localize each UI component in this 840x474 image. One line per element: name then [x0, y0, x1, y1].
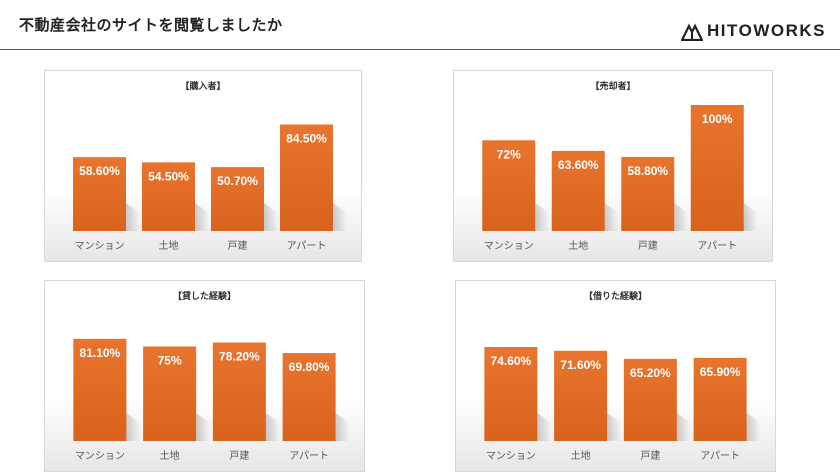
data-label: 100%	[702, 112, 733, 126]
bar-shadow	[537, 413, 552, 441]
logo: HITOWORKS	[681, 20, 826, 42]
bar	[143, 346, 197, 441]
bar-chart-svg: 【売却者】 72% マンション 63.60% 土地 58.80% 戸建 100% アパート	[482, 80, 758, 252]
bar-shadow	[743, 203, 758, 231]
category-label: 土地	[159, 239, 179, 252]
data-label: 58.60%	[79, 164, 120, 178]
chart-title: 【購入者】	[180, 80, 225, 92]
bar-shadow	[604, 203, 619, 231]
category-label: 戸建	[229, 449, 249, 462]
data-label: 50.70%	[217, 174, 258, 188]
bar-shadow	[264, 203, 278, 231]
bar-shadow	[333, 203, 347, 231]
category-label: マンション	[486, 451, 536, 462]
bar-shadow	[676, 413, 691, 441]
category-label: マンション	[484, 241, 534, 252]
category-label: 戸建	[640, 449, 660, 462]
data-label: 71.60%	[560, 358, 601, 372]
category-label: アパート	[289, 450, 329, 462]
chart-panel-lent: 【貸した経験】 81.10% マンション 75% 土地 78.20% 戸建 69.80% アパー…	[44, 280, 365, 472]
data-label: 63.60%	[558, 158, 599, 172]
header-divider	[0, 49, 840, 50]
logo-text: HITOWORKS	[707, 21, 826, 40]
bar-shadow	[746, 413, 761, 441]
category-label: マンション	[75, 451, 125, 462]
bar-shadow	[126, 203, 140, 231]
bar	[211, 167, 264, 231]
bar	[282, 353, 336, 441]
chart-panel-rented: 【借りた経験】 74.60% マンション 71.60% 土地 65.20% 戸建 65.90%…	[455, 280, 776, 472]
bar-chart-svg: 【貸した経験】 81.10% マンション 75% 土地 78.20% 戸建 69.80% アパー…	[73, 290, 350, 462]
bar	[690, 105, 744, 231]
page-title: 不動産会社のサイトを閲覧しましたか	[19, 16, 283, 34]
mountain-logo-icon	[681, 23, 704, 41]
category-label: アパート	[697, 240, 737, 252]
data-label: 78.20%	[219, 349, 260, 363]
bar	[551, 150, 605, 231]
category-label: 土地	[160, 449, 180, 462]
bar-shadow	[265, 413, 280, 441]
bar-chart-svg: 【借りた経験】 74.60% マンション 71.60% 土地 65.20% 戸建 65.90%…	[484, 290, 761, 462]
bar	[73, 338, 127, 441]
data-label: 54.50%	[148, 169, 189, 183]
category-label: 土地	[571, 449, 591, 462]
data-label: 69.80%	[289, 360, 330, 374]
chart-title: 【借りた経験】	[584, 290, 647, 302]
data-label: 74.60%	[491, 354, 532, 368]
category-label: 戸建	[638, 239, 658, 252]
data-label: 75%	[158, 354, 182, 368]
bar	[484, 347, 538, 441]
category-label: アパート	[700, 450, 740, 462]
category-label: アパート	[287, 240, 327, 252]
bar	[212, 342, 266, 441]
bar-chart-svg: 【購入者】 58.60% マンション 54.50% 土地 50.70% 戸建 84.50% アパ…	[73, 80, 347, 252]
bar-shadow	[195, 203, 209, 231]
category-label: マンション	[75, 241, 125, 252]
bar-shadow	[335, 413, 350, 441]
bar	[621, 156, 675, 231]
data-label: 72%	[497, 147, 521, 161]
data-label: 65.20%	[630, 366, 671, 380]
bar	[623, 358, 677, 441]
bar	[280, 124, 333, 231]
category-label: 土地	[568, 239, 588, 252]
bar	[142, 162, 195, 231]
data-label: 81.10%	[80, 346, 121, 360]
data-label: 65.90%	[700, 365, 741, 379]
bar	[693, 357, 747, 441]
chart-title: 【売却者】	[590, 80, 635, 92]
bar	[554, 350, 608, 441]
bar	[73, 157, 126, 231]
chart-title: 【貸した経験】	[173, 290, 236, 302]
bar-shadow	[196, 413, 211, 441]
data-label: 84.50%	[286, 132, 327, 146]
category-label: 戸建	[228, 239, 248, 252]
bar	[482, 140, 536, 231]
chart-panel-sellers: 【売却者】 72% マンション 63.60% 土地 58.80% 戸建 100% アパート	[453, 70, 773, 262]
bar-shadow	[674, 203, 689, 231]
bar-shadow	[535, 203, 550, 231]
header: 不動産会社のサイトを閲覧しましたか HITOWORKS	[0, 0, 840, 50]
bar-shadow	[126, 413, 141, 441]
data-label: 58.80%	[627, 164, 668, 178]
chart-panel-buyers: 【購入者】 58.60% マンション 54.50% 土地 50.70% 戸建 84.50% アパ…	[44, 70, 362, 262]
bar-shadow	[607, 413, 622, 441]
